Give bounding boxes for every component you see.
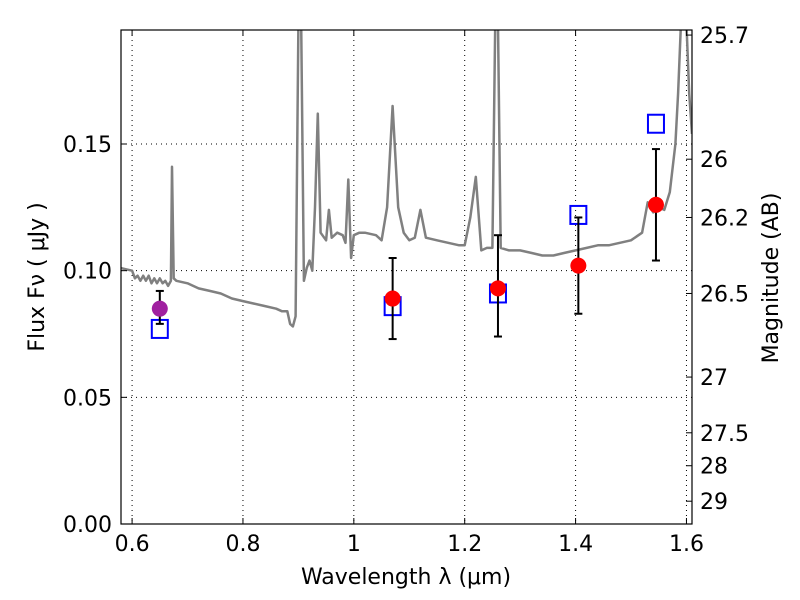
y2-tick-label: 26.5 xyxy=(700,282,749,307)
model-photometry-square xyxy=(646,113,665,134)
x-tick-label: 0.8 xyxy=(225,532,260,557)
y2-tick-label: 28 xyxy=(700,455,728,480)
ticks: 0.6 0.8 1 1.2 1.4 1.6 0.00 0.05 0.10 0.15 25.7 26 26… xyxy=(63,24,749,557)
y-tick-label: 0.05 xyxy=(63,386,112,411)
observed-photometry-point xyxy=(647,196,664,213)
observed-photometry-point xyxy=(489,280,506,297)
model-spectrum-line xyxy=(121,30,692,328)
observed-photometry-point xyxy=(151,300,168,317)
y-axis-label: Flux Fν ( μJy ) xyxy=(25,202,50,351)
y2-tick-label: 29 xyxy=(700,490,728,515)
y2-tick-label: 27.5 xyxy=(700,422,749,447)
y-tick-label: 0.00 xyxy=(63,513,112,538)
model-spectrum-layer xyxy=(121,30,692,328)
x-tick-label: 1.6 xyxy=(669,532,704,557)
y-tick-label: 0.10 xyxy=(63,260,112,285)
observed-photometry-point xyxy=(384,290,401,307)
y2-tick-label: 27 xyxy=(700,366,728,391)
y2-tick-label: 26.2 xyxy=(700,206,749,231)
grid xyxy=(121,30,692,524)
x-tick-label: 1 xyxy=(347,532,361,557)
x-axis-label: Wavelength λ (μm) xyxy=(301,565,511,590)
y2-tick-label: 25.7 xyxy=(700,24,749,49)
x-tick-label: 1.4 xyxy=(558,532,593,557)
observed-photometry-point xyxy=(570,257,587,274)
x-tick-label: 0.6 xyxy=(115,532,150,557)
data-points-layer xyxy=(150,113,665,341)
y2-axis-label: Magnitude (AB) xyxy=(759,193,784,364)
y2-tick-label: 26 xyxy=(700,148,728,173)
y-tick-label: 0.15 xyxy=(63,133,112,158)
x-tick-label: 1.2 xyxy=(447,532,482,557)
plot-frame xyxy=(120,29,693,525)
